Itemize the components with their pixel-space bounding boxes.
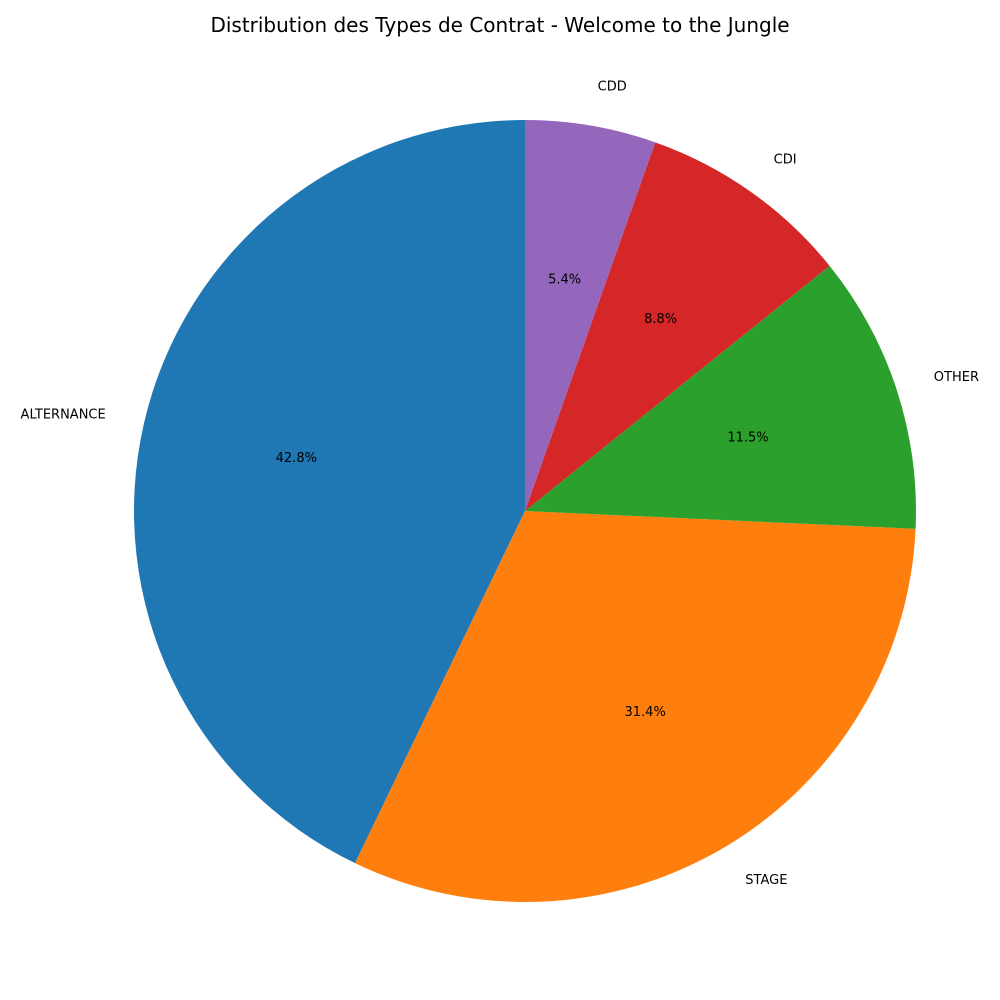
pie-labels: ALTERNANCE 42.8% STAGE 31.4% OTHER 11.5% CDI 8.…: [21, 80, 979, 888]
pie-slice-cdd: [525, 120, 656, 511]
chart-title: Distribution des Types de Contrat - Welc…: [210, 13, 789, 37]
slice-label-other: OTHER: [934, 370, 979, 385]
slice-label-stage: STAGE: [745, 873, 787, 888]
slice-label-cdd: CDD: [598, 80, 627, 95]
pie-slice-alternance: [134, 120, 526, 864]
pie-slice-other: [525, 265, 917, 529]
slice-label-alternance: ALTERNANCE: [21, 408, 106, 423]
pct-label-cdd: 5.4%: [548, 272, 581, 287]
pct-label-cdi: 8.8%: [644, 312, 677, 327]
pct-label-other: 11.5%: [727, 431, 768, 446]
pct-label-alternance: 42.8%: [276, 451, 317, 466]
pie-slice-cdi: [525, 142, 830, 512]
pie-slice-stage: [355, 511, 916, 902]
pie-slices: [134, 120, 917, 902]
pct-label-stage: 31.4%: [625, 705, 666, 720]
slice-label-cdi: CDI: [774, 153, 797, 168]
